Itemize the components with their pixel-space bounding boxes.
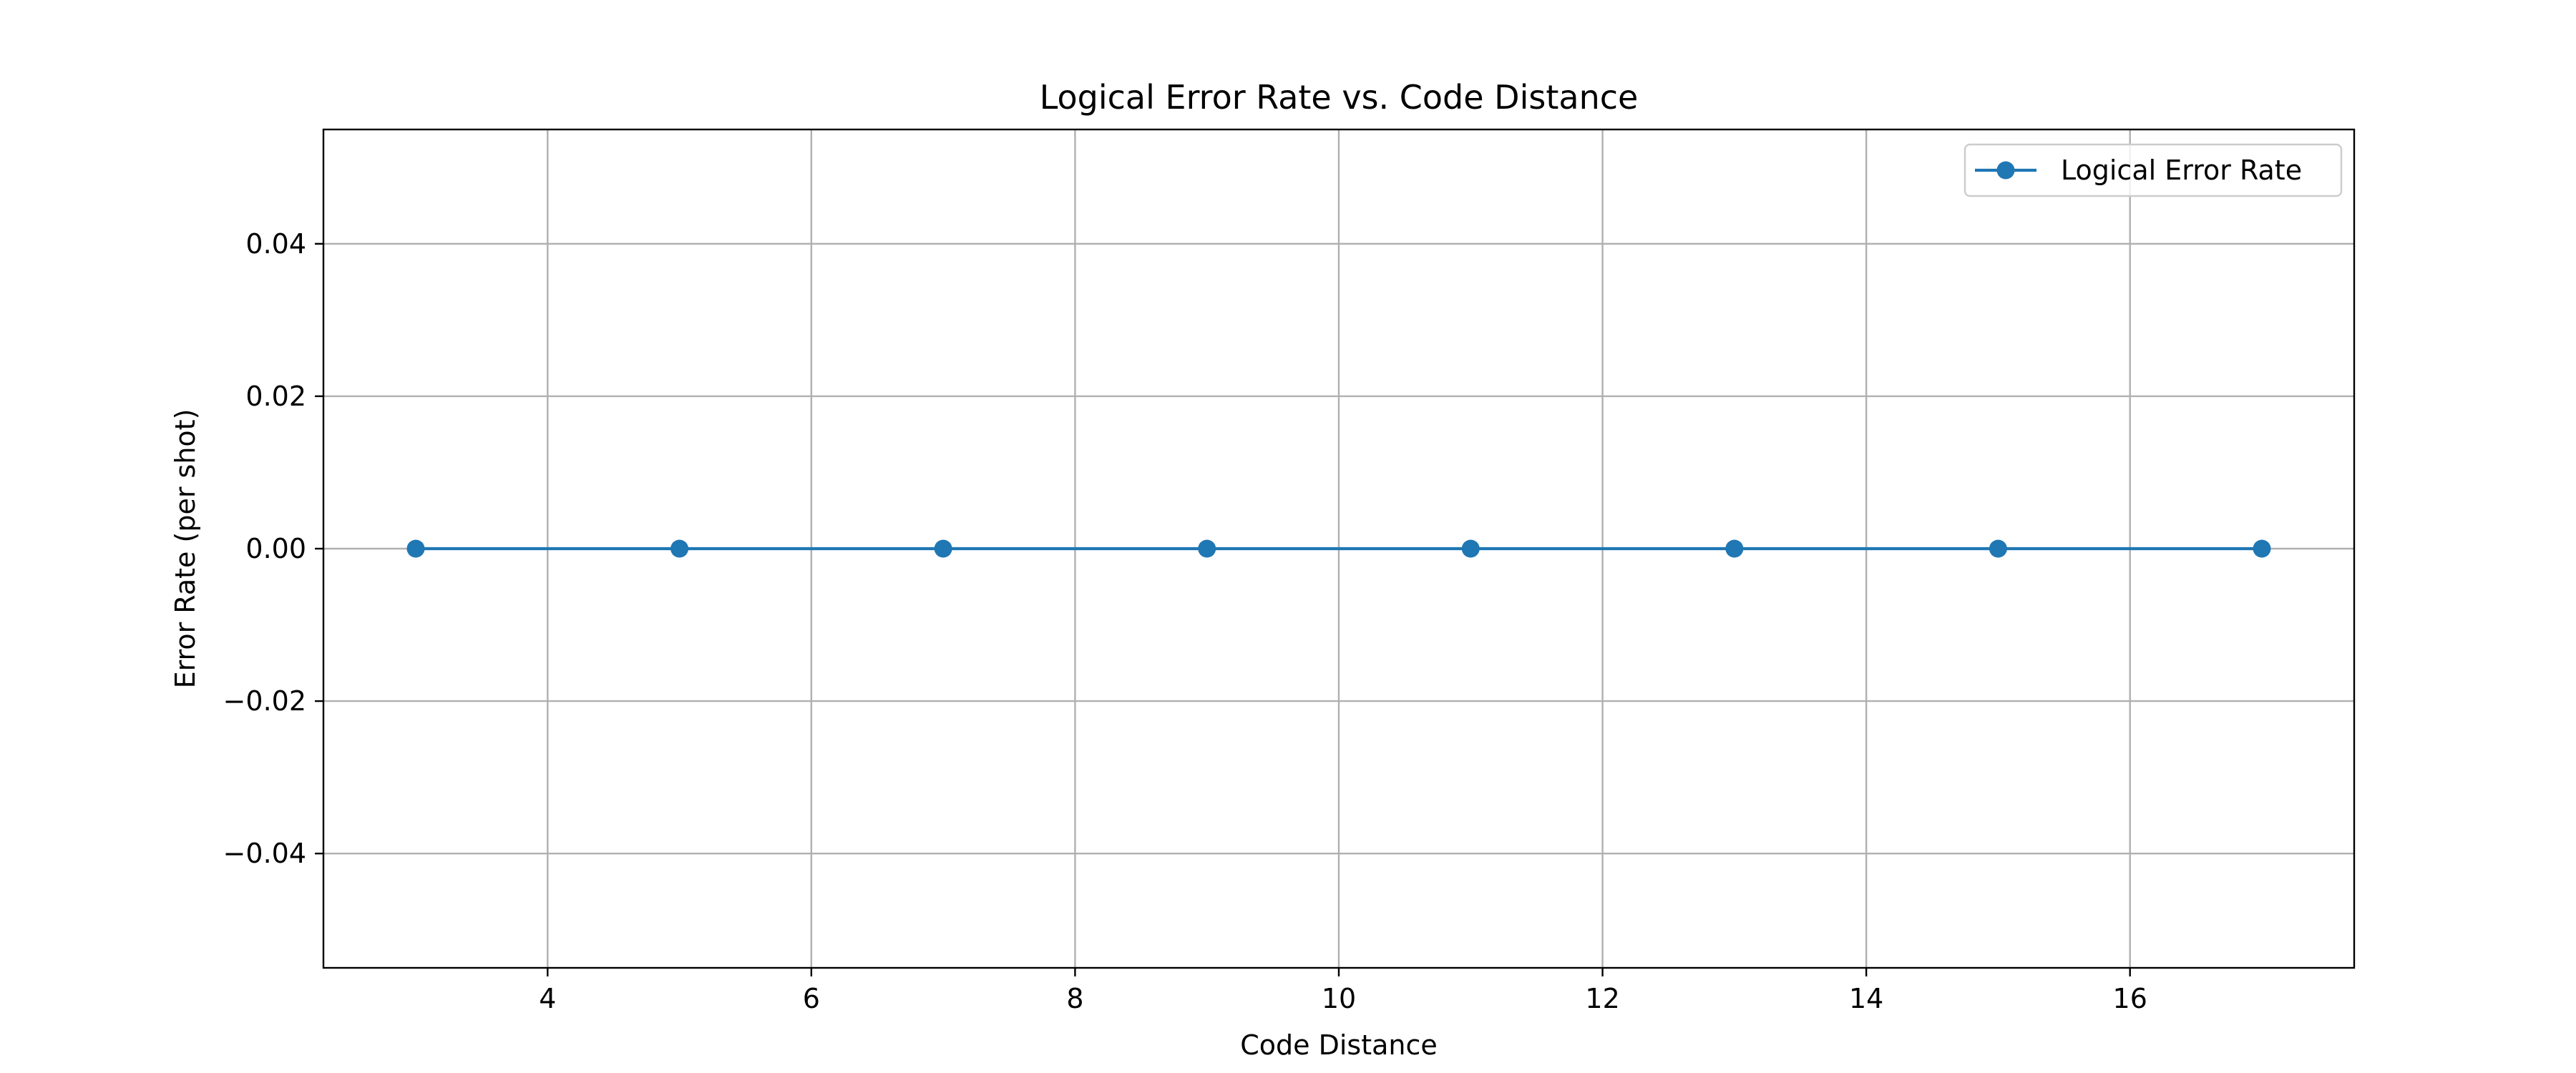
series-layer	[406, 539, 2271, 558]
y-tick-label: −0.04	[223, 838, 306, 869]
x-tick-label: 12	[1585, 983, 1619, 1014]
y-tick-label: 0.02	[245, 381, 306, 412]
legend-label: Logical Error Rate	[2061, 155, 2302, 186]
data-point	[1725, 539, 1744, 558]
y-tick-label: 0.00	[245, 533, 306, 564]
y-axis-ticks: −0.04 −0.02 0.00 0.02 0.04	[223, 228, 323, 869]
data-point	[670, 539, 689, 558]
x-tick-label: 14	[1849, 983, 1883, 1014]
x-tick-label: 10	[1322, 983, 1356, 1014]
x-tick-label: 8	[1066, 983, 1083, 1014]
data-point	[1989, 539, 2007, 558]
data-point	[934, 539, 952, 558]
data-point	[1461, 539, 1480, 558]
x-axis-label: Code Distance	[1240, 1029, 1438, 1061]
legend: Logical Error Rate	[1963, 143, 2343, 197]
x-tick-label: 6	[803, 983, 820, 1014]
x-tick-label: 16	[2113, 983, 2147, 1014]
y-axis-label: Error Rate (per shot)	[170, 409, 201, 689]
data-point	[406, 539, 425, 558]
y-tick-label: 0.04	[245, 228, 306, 260]
x-tick-label: 4	[539, 983, 556, 1014]
data-point	[2253, 539, 2271, 558]
x-axis-ticks: 4 6 8 10 12 14 16	[539, 968, 2147, 1014]
data-point	[1198, 539, 1216, 558]
legend-dot-marker	[1996, 161, 2015, 180]
chart-title: Logical Error Rate vs. Code Distance	[1040, 78, 1639, 117]
legend-box	[1963, 143, 2343, 197]
y-tick-label: −0.02	[223, 685, 306, 717]
